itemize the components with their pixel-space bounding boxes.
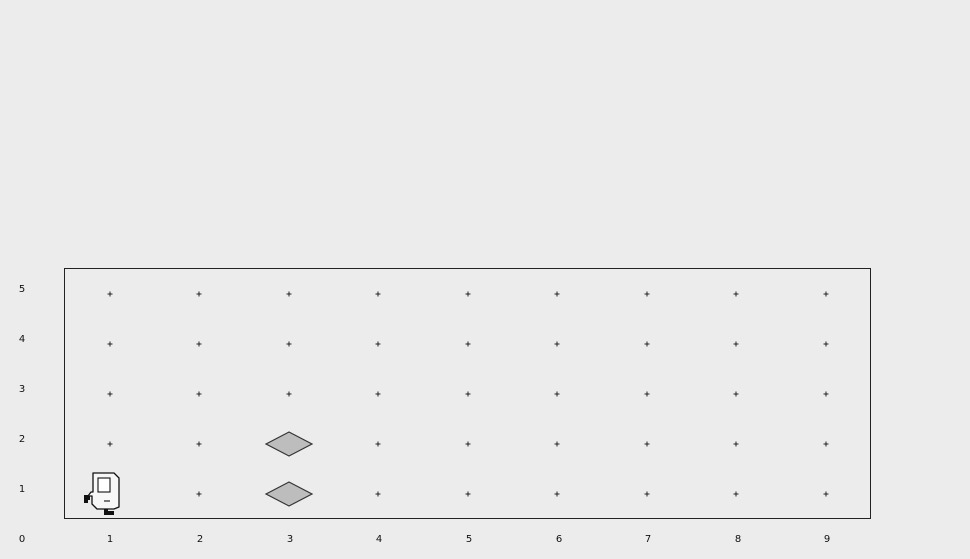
corner-marker [196,291,202,297]
corner-marker [554,341,560,347]
corner-marker [375,391,381,397]
corner-marker [107,291,113,297]
corner-marker [107,391,113,397]
y-axis-label: 3 [19,384,25,395]
x-axis-label: 5 [466,534,472,545]
corner-marker [465,441,471,447]
corner-markers [107,291,829,497]
corner-marker [107,441,113,447]
corner-marker [554,391,560,397]
corner-marker [733,491,739,497]
corner-marker [823,441,829,447]
corner-marker [644,291,650,297]
x-axis-label: 0 [19,534,25,545]
corner-marker [554,491,560,497]
corner-marker [823,491,829,497]
corner-marker [465,291,471,297]
corner-marker [823,391,829,397]
corner-marker [107,341,113,347]
x-axis-labels: 0 1 2 3 4 5 6 7 8 9 [19,534,830,545]
x-axis-label: 9 [824,534,830,545]
x-axis-label: 4 [376,534,382,545]
corner-marker [196,491,202,497]
corner-marker [465,391,471,397]
corner-marker [733,391,739,397]
corner-marker [733,441,739,447]
beeper [264,481,314,507]
corner-marker [286,341,292,347]
corner-marker [465,491,471,497]
x-axis-label: 1 [107,534,113,545]
y-axis-label: 1 [19,484,25,495]
robot-icon [84,472,120,515]
corner-marker [375,291,381,297]
corner-marker [644,441,650,447]
corner-marker [823,341,829,347]
beeper [264,431,314,457]
beepers [264,431,314,507]
corner-marker [375,441,381,447]
corner-marker [644,341,650,347]
corner-marker [554,291,560,297]
corner-marker [375,341,381,347]
corner-marker [823,291,829,297]
y-axis-label: 4 [19,334,25,345]
corner-marker [465,341,471,347]
y-axis-label: 5 [19,284,25,295]
corner-marker [375,491,381,497]
corner-marker [644,491,650,497]
x-axis-label: 3 [287,534,293,545]
corner-marker [733,291,739,297]
corner-marker [644,391,650,397]
corner-marker [196,341,202,347]
y-axis-labels: 1 2 3 4 5 [19,284,25,495]
corner-marker [733,341,739,347]
corner-marker [196,391,202,397]
corner-marker [286,291,292,297]
x-axis-label: 6 [556,534,562,545]
world-border [64,268,871,519]
corner-marker [554,441,560,447]
x-axis-label: 8 [735,534,741,545]
y-axis-label: 2 [19,434,25,445]
corner-marker [196,441,202,447]
x-axis-label: 2 [197,534,203,545]
x-axis-label: 7 [645,534,651,545]
corner-marker [286,391,292,397]
